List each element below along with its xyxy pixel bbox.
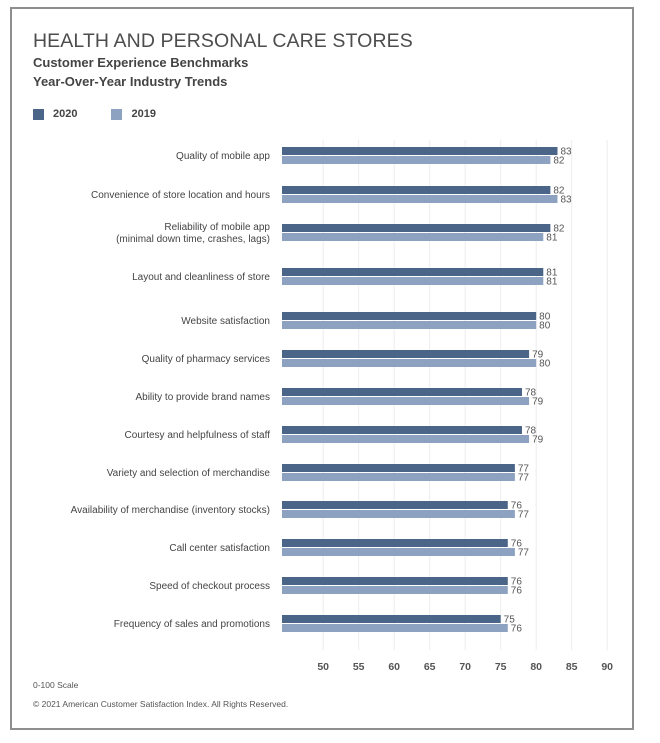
value-label-2020: 78 xyxy=(525,388,537,399)
category-label: Frequency of sales and promotions xyxy=(114,619,270,630)
legend-label-2019: 2019 xyxy=(131,108,156,120)
value-label-2019: 77 xyxy=(518,548,530,559)
x-tick-label: 90 xyxy=(601,661,613,673)
category-label: Quality of mobile app xyxy=(176,151,270,162)
bar-2019 xyxy=(282,435,530,443)
bar-2020 xyxy=(282,539,508,547)
x-tick-label: 85 xyxy=(566,661,578,673)
bar-2019 xyxy=(282,277,544,285)
legend-item-2019: 2019 xyxy=(111,108,156,120)
value-label-2019: 81 xyxy=(546,233,558,244)
bar-2020 xyxy=(282,426,522,434)
scale-note: 0-100 Scale xyxy=(33,680,79,690)
category-label: Layout and cleanliness of store xyxy=(132,272,270,283)
category-label: Variety and selection of merchandise xyxy=(107,468,271,479)
value-label-2020: 82 xyxy=(553,186,565,197)
bar-2020 xyxy=(282,147,558,155)
x-tick-label: 50 xyxy=(317,661,329,673)
bar-2019 xyxy=(282,624,508,632)
legend-swatch-2020 xyxy=(33,108,44,120)
legend-label-2020: 2020 xyxy=(53,108,78,120)
bar-2020 xyxy=(282,312,537,320)
bar-2020 xyxy=(282,224,551,232)
bar-2020 xyxy=(282,464,515,472)
category-label: Ability to provide brand names xyxy=(135,392,270,403)
chart-subtitle-2: Year-Over-Year Industry Trends xyxy=(33,74,228,89)
value-label-2019: 76 xyxy=(511,624,523,635)
value-label-2020: 76 xyxy=(511,501,523,512)
bar-2019 xyxy=(282,586,508,594)
legend: 2020 2019 xyxy=(33,108,190,120)
value-label-2019: 79 xyxy=(532,397,544,408)
bar-2019 xyxy=(282,510,515,518)
x-tick-label: 80 xyxy=(530,661,542,673)
chart-subtitle-1: Customer Experience Benchmarks xyxy=(33,55,249,70)
value-label-2019: 77 xyxy=(518,473,530,484)
value-label-2020: 83 xyxy=(560,147,572,158)
x-tick-label: 55 xyxy=(353,661,365,673)
bar-2020 xyxy=(282,350,530,358)
category-label: Call center satisfaction xyxy=(169,543,270,554)
category-label: (minimal down time, crashes, lags) xyxy=(116,234,270,245)
legend-item-2020: 2020 xyxy=(33,108,77,120)
value-label-2019: 83 xyxy=(560,195,572,206)
chart-frame xyxy=(10,7,634,730)
copyright-note: © 2021 American Customer Satisfaction In… xyxy=(33,699,289,709)
bar-2020 xyxy=(282,268,544,276)
value-label-2019: 77 xyxy=(518,510,530,521)
value-label-2020: 78 xyxy=(525,426,537,437)
category-label: Courtesy and helpfulness of staff xyxy=(125,430,271,441)
value-label-2019: 81 xyxy=(546,277,558,288)
bar-2020 xyxy=(282,388,522,396)
bar-2020 xyxy=(282,501,508,509)
value-label-2019: 80 xyxy=(539,359,551,370)
x-tick-label: 70 xyxy=(459,661,471,673)
bar-2019 xyxy=(282,359,537,367)
x-tick-label: 75 xyxy=(495,661,507,673)
value-label-2019: 76 xyxy=(511,586,523,597)
bar-2019 xyxy=(282,548,515,556)
category-label: Reliability of mobile app xyxy=(164,222,270,233)
category-label: Website satisfaction xyxy=(181,316,270,327)
value-label-2020: 77 xyxy=(518,464,530,475)
x-tick-label: 65 xyxy=(424,661,436,673)
value-label-2020: 82 xyxy=(553,224,565,235)
legend-swatch-2019 xyxy=(111,108,123,120)
value-label-2020: 81 xyxy=(546,268,558,279)
category-label: Availability of merchandise (inventory s… xyxy=(71,505,270,516)
x-tick-label: 60 xyxy=(388,661,400,673)
chart-title: HEALTH AND PERSONAL CARE STORES xyxy=(33,30,413,52)
bar-2019 xyxy=(282,321,537,329)
category-label: Quality of pharmacy services xyxy=(142,354,270,365)
bar-2019 xyxy=(282,473,515,481)
value-label-2020: 76 xyxy=(511,539,523,550)
value-label-2019: 80 xyxy=(539,321,551,332)
bar-2019 xyxy=(282,233,544,241)
value-label-2020: 79 xyxy=(532,350,544,361)
bar-2019 xyxy=(282,397,530,405)
value-label-2020: 75 xyxy=(504,615,516,626)
bar-2019 xyxy=(282,156,551,164)
bar-2020 xyxy=(282,186,551,194)
bar-2019 xyxy=(282,195,558,203)
category-label: Speed of checkout process xyxy=(149,581,270,592)
bar-2020 xyxy=(282,577,508,585)
category-label: Convenience of store location and hours xyxy=(91,190,270,201)
bar-2020 xyxy=(282,615,501,623)
value-label-2019: 79 xyxy=(532,435,544,446)
value-label-2020: 76 xyxy=(511,577,523,588)
value-label-2019: 82 xyxy=(553,156,565,167)
value-label-2020: 80 xyxy=(539,312,551,323)
